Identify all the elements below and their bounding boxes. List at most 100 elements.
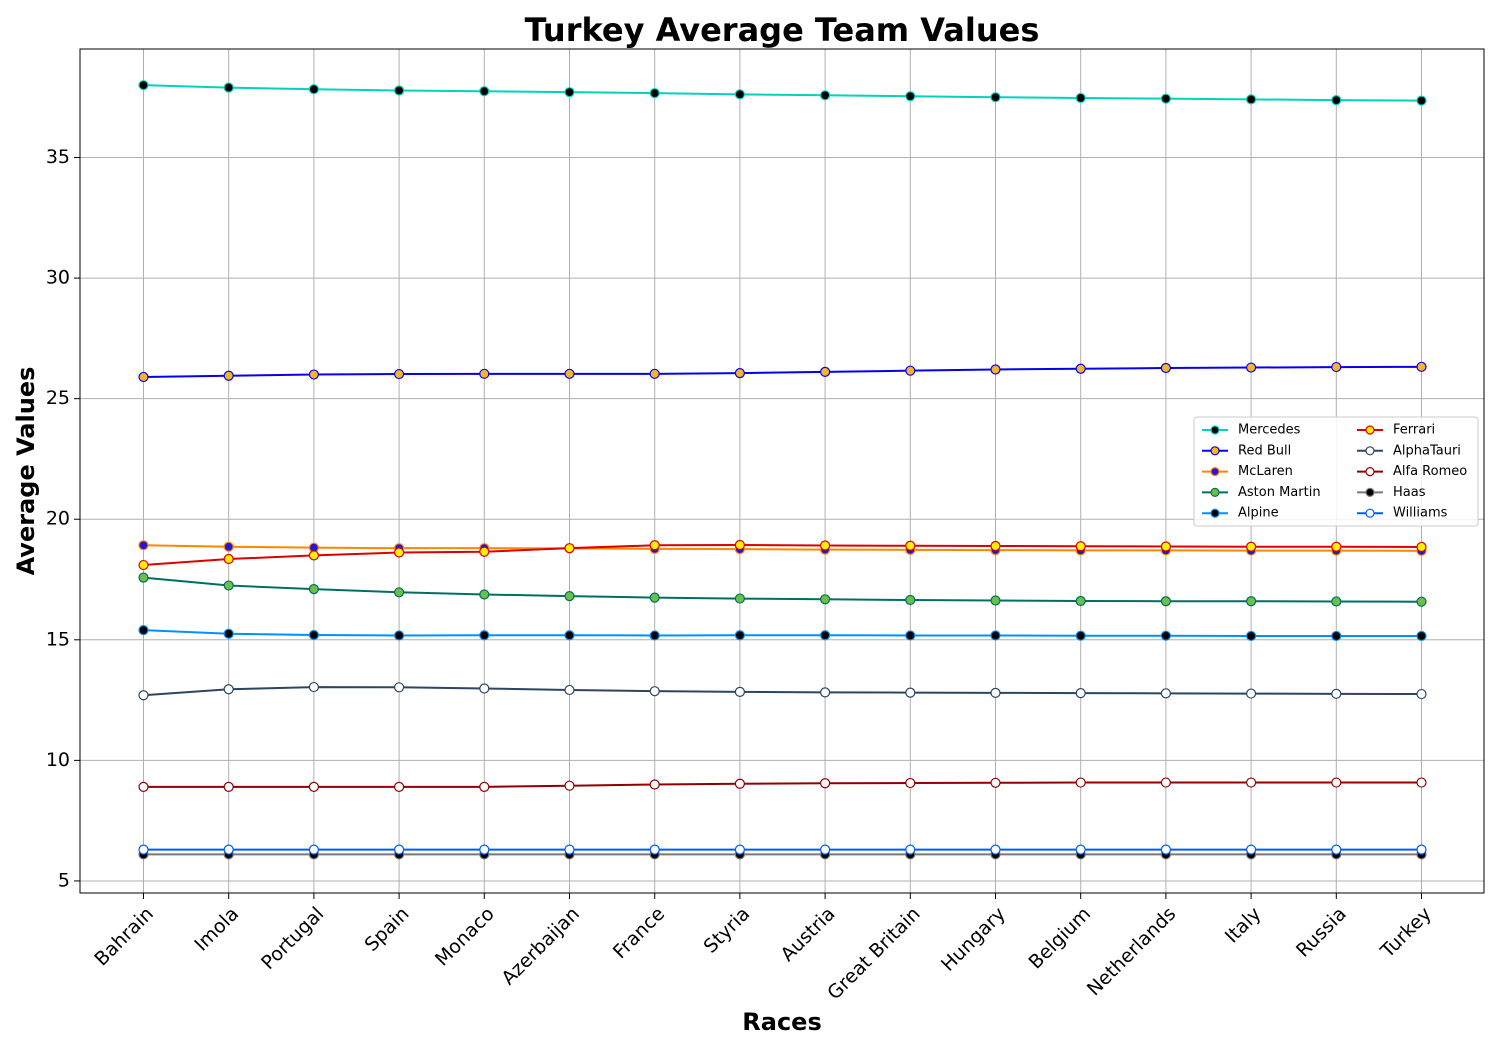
data-point-alphatauri — [564, 684, 575, 696]
legend-label: Williams — [1393, 506, 1448, 521]
x-axis-label: Races — [742, 1008, 821, 1036]
series-line-alfa-romeo — [143, 781, 1422, 788]
axis-ticks: Bahrain Imola Portugal Spain MonacoAzerbaija… — [46, 146, 1436, 1004]
x-tick-label: Styria — [700, 903, 755, 958]
data-point-aston-martin — [138, 572, 149, 583]
data-point-aston-martin — [394, 587, 405, 598]
y-tick-label: 20 — [46, 508, 70, 530]
data-point-aston-martin — [1160, 596, 1172, 607]
data-point-williams — [649, 844, 660, 855]
data-point-mercedes — [1416, 95, 1427, 106]
legend-marker — [1365, 508, 1375, 518]
x-tick-label: Turkey — [1376, 903, 1436, 963]
data-point-red-bull — [564, 368, 575, 379]
data-point-mercedes — [1245, 94, 1257, 105]
data-point-alpine — [479, 630, 490, 641]
data-point-alpine — [223, 628, 234, 639]
series-mercedes — [138, 80, 1427, 106]
x-tick-label: Imola — [190, 903, 243, 956]
legend-item-williams: Williams — [1357, 506, 1448, 521]
data-point-alfa-romeo — [1160, 777, 1172, 788]
x-tick-label: Russia — [1292, 903, 1351, 962]
data-point-mercedes — [138, 80, 149, 91]
data-point-alpine — [1245, 630, 1257, 642]
legend-item-alpine: Alpine — [1202, 506, 1279, 521]
x-tick-label: Azerbaijan — [497, 903, 584, 990]
series-mclaren — [138, 540, 1427, 556]
y-tick-label: 10 — [46, 749, 70, 771]
legend-item-aston-martin: Aston Martin — [1202, 485, 1321, 500]
data-point-alphatauri — [394, 682, 405, 693]
data-point-alfa-romeo — [734, 778, 746, 789]
data-point-aston-martin — [1416, 596, 1427, 607]
data-point-mercedes — [649, 88, 660, 99]
series-line-aston-martin — [143, 576, 1422, 603]
legend-label: Aston Martin — [1238, 485, 1321, 500]
data-point-alpine — [1160, 630, 1172, 641]
data-point-mercedes — [394, 85, 405, 96]
data-point-alfa-romeo — [138, 781, 149, 792]
series-line-alpine — [143, 629, 1422, 637]
data-point-ferrari — [308, 550, 319, 561]
data-point-mercedes — [1075, 92, 1086, 104]
series-alphatauri — [138, 681, 1427, 701]
data-point-williams — [1160, 844, 1172, 855]
legend-marker — [1365, 446, 1375, 456]
data-point-aston-martin — [223, 580, 234, 591]
x-tick-label: Belgium — [1024, 903, 1095, 974]
data-point-aston-martin — [819, 594, 831, 605]
series-ferrari — [138, 539, 1427, 571]
legend-item-ferrari: Ferrari — [1357, 423, 1435, 438]
data-point-red-bull — [394, 368, 405, 380]
y-tick-label: 5 — [58, 869, 70, 891]
series-line-ferrari — [143, 544, 1422, 567]
data-point-williams — [223, 844, 234, 855]
legend-marker — [1210, 508, 1220, 518]
data-point-alfa-romeo — [223, 781, 234, 792]
data-point-alpine — [1416, 630, 1427, 642]
data-point-aston-martin — [734, 593, 746, 604]
data-point-alphatauri — [734, 686, 746, 697]
legend-marker — [1365, 467, 1375, 477]
data-point-alpine — [1331, 630, 1342, 642]
data-point-alphatauri — [138, 690, 149, 701]
series-line-alphatauri — [143, 686, 1422, 697]
data-point-red-bull — [223, 370, 234, 381]
data-point-alpine — [138, 625, 149, 636]
legend-item-haas: Haas — [1357, 485, 1426, 500]
x-tick-label: Spain — [360, 903, 413, 956]
legend-item-mclaren: McLaren — [1202, 464, 1293, 479]
series-aston-martin — [138, 572, 1427, 607]
data-point-ferrari — [990, 540, 1001, 552]
x-tick-label: Hungary — [937, 903, 1010, 976]
series-line-mercedes — [143, 84, 1422, 102]
legend-box — [1193, 416, 1479, 527]
data-point-aston-martin — [1245, 596, 1257, 607]
y-tick-label: 15 — [46, 628, 70, 650]
data-point-williams — [564, 844, 575, 855]
data-point-ferrari — [394, 547, 405, 558]
data-point-alpine — [734, 630, 746, 641]
data-point-red-bull — [1416, 361, 1427, 372]
x-tick-label: France — [609, 903, 669, 963]
data-point-williams — [1416, 844, 1427, 855]
data-point-mclaren — [223, 541, 234, 552]
data-point-aston-martin — [1075, 595, 1086, 607]
x-tick-label: Netherlands — [1083, 903, 1180, 1000]
data-point-williams — [734, 844, 746, 855]
data-point-red-bull — [138, 371, 149, 383]
legend-label: Mercedes — [1238, 423, 1301, 438]
data-point-alpine — [990, 630, 1001, 641]
legend-label: Haas — [1393, 485, 1426, 500]
data-point-alphatauri — [1075, 687, 1086, 699]
data-point-red-bull — [1331, 361, 1342, 373]
data-point-alphatauri — [479, 683, 490, 694]
data-point-red-bull — [1160, 362, 1172, 374]
plot-frame — [79, 48, 1485, 894]
legend-item-alphatauri: AlphaTauri — [1357, 443, 1461, 458]
legend: Mercedes Red Bull McLaren Aston Martin Alpin… — [1193, 416, 1479, 527]
data-point-aston-martin — [1331, 596, 1342, 607]
series-red-bull — [138, 361, 1427, 383]
data-point-ferrari — [479, 546, 490, 557]
